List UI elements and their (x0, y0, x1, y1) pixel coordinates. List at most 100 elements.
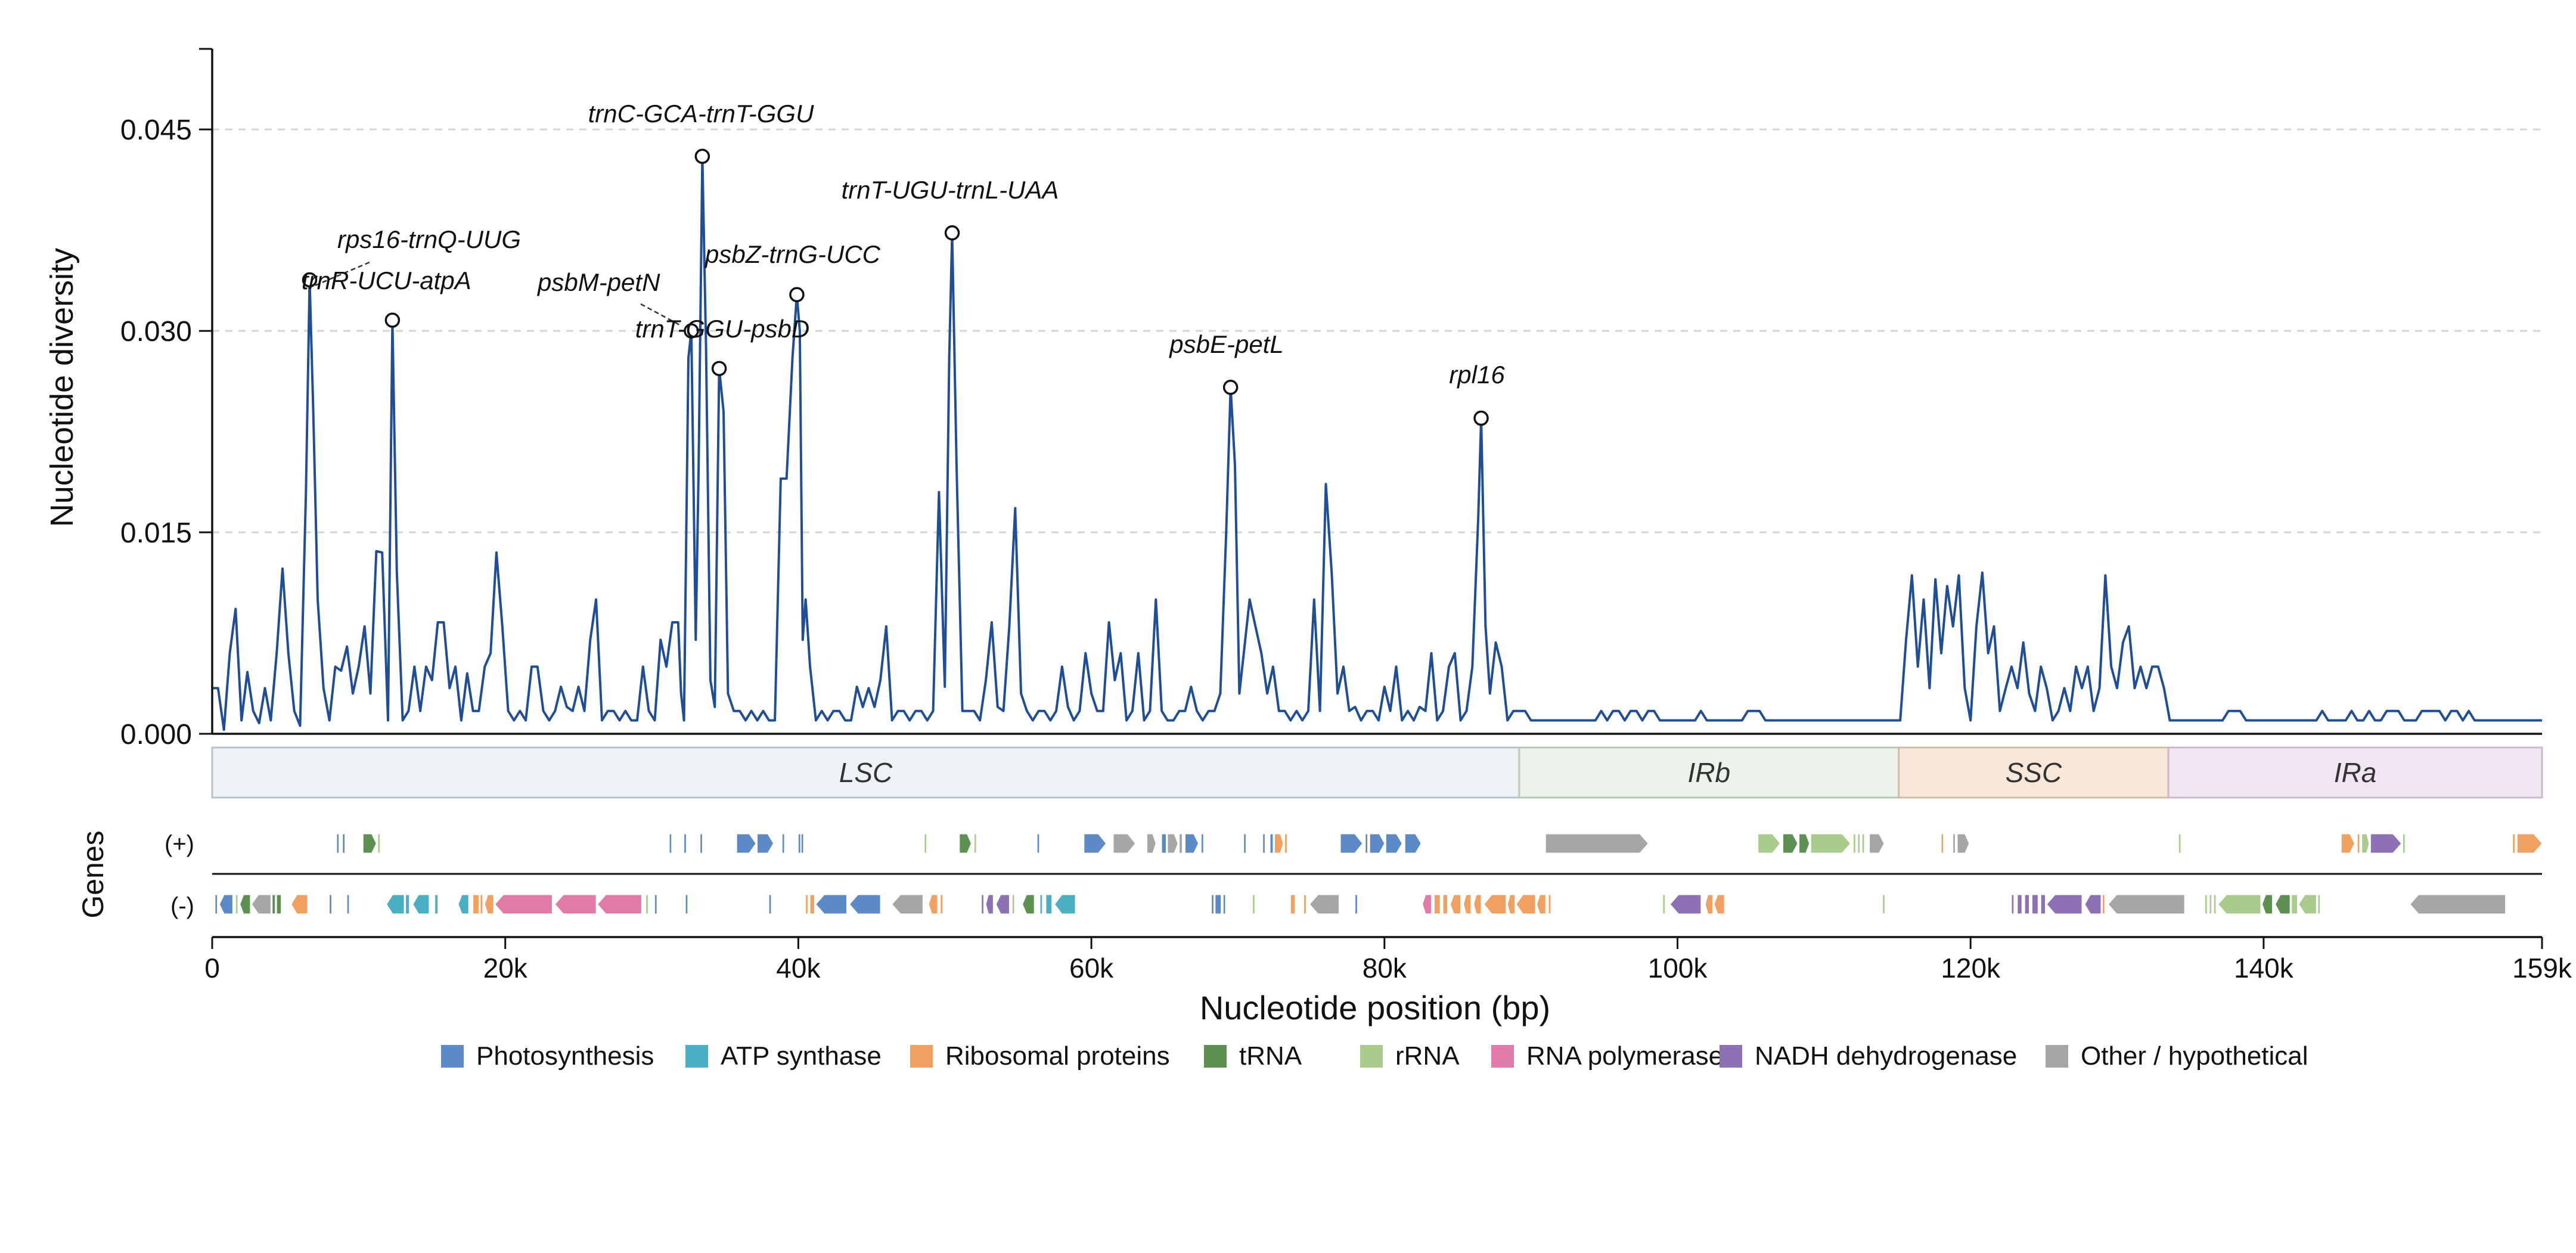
x-tick-label: 40k (776, 953, 821, 984)
gene-feature (1548, 894, 1551, 914)
gene-feature (1799, 833, 1810, 854)
gene-feature (1184, 833, 1199, 854)
diversity-series (212, 155, 2542, 731)
peak-label: psbE-petL (1168, 330, 1283, 358)
gene-feature (2046, 894, 2082, 914)
x-tick-label: 20k (483, 953, 528, 984)
gene-feature (2402, 833, 2406, 854)
gene-feature (2108, 894, 2185, 914)
gene-feature (377, 833, 380, 854)
gene-feature (1215, 894, 1222, 914)
gene-feature (2084, 894, 2102, 914)
gene-feature (1545, 833, 1649, 854)
minus-strand-label: (-) (170, 893, 194, 919)
gene-feature (1662, 894, 1666, 914)
legend-swatch (1204, 1045, 1227, 1068)
legend-swatch (1720, 1045, 1742, 1068)
gene-feature (1404, 833, 1422, 854)
gene-feature (940, 894, 944, 914)
gene-feature (1084, 833, 1107, 854)
gene-feature (276, 894, 282, 914)
region-label: SSC (2006, 757, 2062, 788)
gene-feature (1113, 833, 1136, 854)
gene-feature (1422, 894, 1432, 914)
gene-feature (924, 833, 927, 854)
gene-feature (2205, 894, 2208, 914)
gene-feature (2274, 894, 2291, 914)
gene-feature (985, 894, 994, 914)
legend-swatch (685, 1045, 708, 1068)
gene-feature (1039, 894, 1043, 914)
gene-feature (1011, 894, 1015, 914)
gene-feature (849, 894, 881, 914)
gene-feature (800, 833, 804, 854)
legend-swatch (2046, 1045, 2068, 1068)
x-tick-label: 120k (1941, 953, 2001, 984)
gene-feature (2516, 833, 2543, 854)
gene-feature (1783, 833, 1798, 854)
peak-label: trnC-GCA-trnT-GGU (588, 100, 814, 128)
peak-marker (1473, 410, 1489, 426)
gene-feature (1433, 894, 1441, 914)
gene-feature (1473, 894, 1482, 914)
gene-feature (2512, 833, 2516, 854)
gene-feature (2209, 894, 2212, 914)
region-label: LSC (839, 757, 893, 788)
gene-feature (959, 833, 972, 854)
gene-feature (1309, 894, 1340, 914)
gene-feature (1953, 833, 1956, 854)
x-tick-label: 60k (1069, 953, 1114, 984)
gene-feature (1179, 833, 1183, 854)
gene-feature (1714, 894, 1725, 914)
gene-feature (981, 894, 984, 914)
gene-feature (434, 894, 439, 914)
gene-feature (2361, 833, 2370, 854)
gene-feature (554, 894, 597, 914)
main-axes: 0.000 0.015 0.030 0.045 0 20k 40k 60k 80k 100k 120… (120, 48, 2572, 984)
gene-feature (1442, 894, 1448, 914)
gene-feature (412, 894, 430, 914)
gene-feature (1054, 894, 1076, 914)
gene-feature (2298, 894, 2317, 914)
gene-feature (1483, 894, 1507, 914)
gene-feature (1290, 894, 1296, 914)
gene-feature (484, 894, 494, 914)
y-tick-label: 0.030 (120, 316, 192, 348)
peak-marker (944, 225, 960, 241)
gene-feature (685, 894, 688, 914)
gene-feature (1355, 894, 1358, 914)
gene-feature (1857, 833, 1861, 854)
gene-feature (1853, 833, 1856, 854)
gene-feature (2213, 894, 2217, 914)
y-tick-label: 0.045 (120, 114, 192, 146)
gene-feature (768, 894, 772, 914)
peak-marker (789, 287, 805, 303)
y-axis-label: Nucleotide diversity (44, 248, 80, 527)
gene-feature (1252, 894, 1255, 914)
gene-feature (995, 894, 1010, 914)
peak-marker (694, 148, 710, 164)
legend-swatch (441, 1045, 464, 1068)
gene-track-label: Genes (76, 830, 110, 918)
region-bar: LSC IRb SSC IRa (211, 746, 2543, 799)
gene-feature (2261, 894, 2273, 914)
gene-feature (2370, 833, 2402, 854)
gene-feature (1167, 833, 1178, 854)
legend-label: RNA polymerase (1526, 1041, 1723, 1071)
gene-feature (1262, 833, 1265, 854)
legend-label: NADH dehydrogenase (1755, 1041, 2017, 1071)
gene-feature (336, 833, 340, 854)
gene-feature (684, 833, 687, 854)
gene-feature (473, 894, 479, 914)
peak-marker (684, 323, 699, 339)
gene-track (212, 833, 2543, 914)
gene-feature (2011, 894, 2015, 914)
gene-feature (1045, 894, 1053, 914)
gene-feature (1705, 894, 1713, 914)
gene-feature (1869, 833, 1885, 854)
x-tick-label: 100k (1648, 953, 1708, 984)
legend-swatch (910, 1045, 933, 1068)
region-ssc (1898, 746, 2170, 799)
peak-annotations: rps16-trnQ-UUG trnR-UCU-atpA psbM-petN trnC… (302, 100, 1505, 426)
